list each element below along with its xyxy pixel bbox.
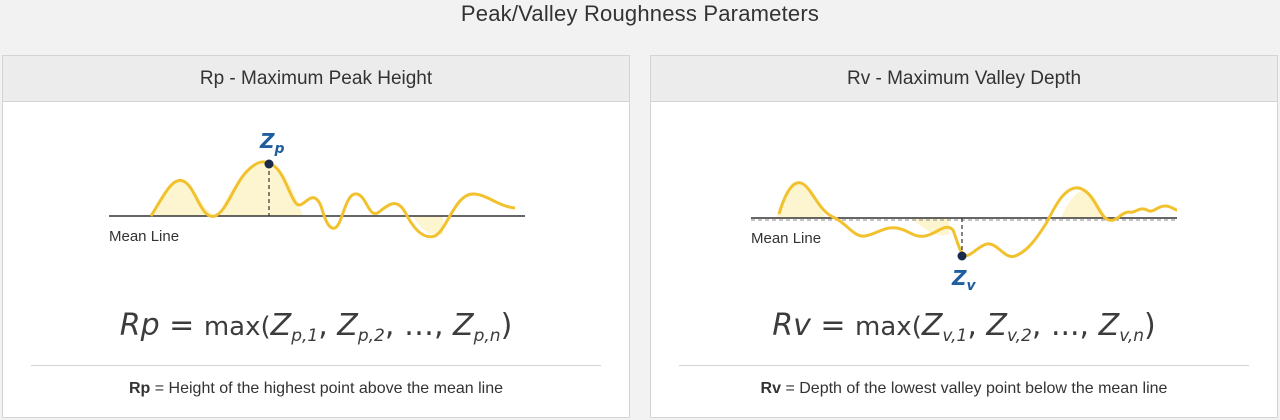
rp-formula: Rp = max(Zp,1, Zp,2, …, Zp,n) (3, 308, 629, 346)
rp-peak-label: Zp (259, 129, 285, 157)
rv-formula-sep-3: , (1079, 308, 1099, 343)
rp-formula-var-2: Z (337, 308, 358, 343)
rp-divider (31, 365, 601, 366)
panel-rp: Rp - Maximum Peak Height Zp Mean Line Rp… (2, 55, 630, 418)
rv-formula-lhs: Rv (772, 308, 811, 343)
rp-mean-line-label: Mean Line (109, 228, 179, 245)
rp-formula-sub-1: p,1 (291, 326, 319, 346)
rp-profile-curve (149, 160, 516, 239)
rv-caption: Rv = Depth of the lowest valley point be… (651, 380, 1277, 398)
rp-formula-lhs: Rp (119, 308, 160, 343)
rp-formula-sep-2: , (384, 308, 404, 343)
page-title: Peak/Valley Roughness Parameters (460, 1, 820, 26)
rv-formula-eq: = (810, 308, 856, 343)
rv-formula: Rv = max(Zv,1, Zv,2, ..., Zv,n) (651, 308, 1277, 346)
panel-header-rv: Rv - Maximum Valley Depth (651, 56, 1277, 102)
rv-formula-ellipsis: ... (1050, 308, 1080, 343)
rv-diagram: Zv Mean Line (751, 181, 1178, 294)
rp-peak-point (264, 159, 274, 169)
rv-caption-text: = Depth of the lowest valley point below… (781, 380, 1168, 397)
rv-formula-var-3: Z (1098, 308, 1120, 343)
rp-formula-ellipsis: … (403, 308, 434, 343)
rp-formula-fn: max( (203, 312, 271, 342)
rv-formula-fn: max( (855, 312, 922, 342)
panel-rv: Rv - Maximum Valley Depth Zv Mean Line R… (650, 55, 1278, 418)
rp-valley-fill (413, 216, 443, 236)
rv-caption-term: Rv (760, 380, 781, 397)
rv-profile-curve (777, 181, 1178, 259)
rv-formula-sep-1: , (967, 308, 987, 343)
rv-divider (679, 365, 1249, 366)
rv-mean-line-label: Mean Line (751, 230, 821, 247)
rp-formula-close: ) (500, 308, 513, 343)
rv-formula-close: ) (1144, 308, 1156, 343)
rv-formula-var-2: Z (986, 308, 1007, 343)
rv-valley-point (957, 251, 967, 261)
rp-caption: Rp = Height of the highest point above t… (3, 380, 629, 398)
rp-formula-sub-2: p,2 (357, 326, 385, 346)
panel-header-rp: Rp - Maximum Peak Height (3, 56, 629, 102)
rp-formula-var-3: Z (453, 308, 474, 343)
rv-valley-label: Zv (951, 266, 977, 294)
rv-formula-sub-3: v,n (1119, 326, 1145, 346)
rp-caption-term: Rp (128, 380, 151, 397)
rp-formula-var-1: Z (270, 308, 292, 343)
rv-peak-fill-2 (1061, 190, 1107, 218)
rp-formula-sep-3: , (433, 308, 454, 343)
rp-formula-sub-3: p,n (473, 326, 501, 346)
rv-formula-sub-2: v,2 (1006, 326, 1032, 346)
rv-formula-var-1: Z (921, 308, 943, 343)
rv-formula-sub-1: v,1 (942, 326, 968, 346)
rp-formula-sep-1: , (318, 308, 338, 343)
rp-caption-text: = Height of the highest point above the … (150, 380, 503, 397)
rp-formula-eq: = (159, 308, 204, 343)
rp-diagram: Zp Mean Line (109, 129, 525, 245)
rv-formula-sep-2: , (1031, 308, 1051, 343)
